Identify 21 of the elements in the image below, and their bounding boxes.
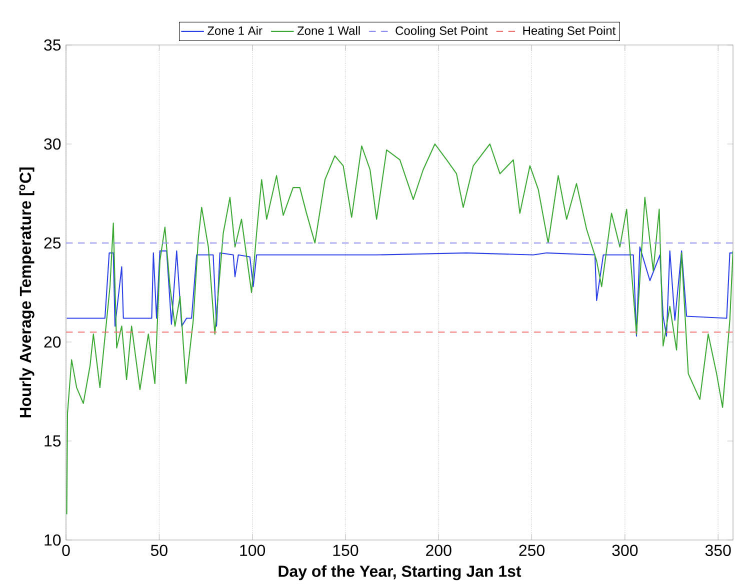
legend-label: Cooling Set Point [396, 26, 488, 38]
y-tick-label: 30 [44, 138, 61, 150]
x-tick-label: 250 [519, 544, 545, 556]
x-tick-label: 100 [240, 544, 266, 556]
y-tick-label: 35 [44, 39, 61, 51]
y-tick-label: 20 [44, 336, 61, 348]
legend-label: Zone 1 Wall [297, 26, 360, 35]
x-tick-label: 150 [333, 544, 358, 556]
y-tick-label: 10 [44, 534, 61, 546]
y-tick-label: 25 [44, 237, 61, 249]
y-tick-label: 15 [44, 435, 61, 447]
x-tick-label: 200 [426, 544, 452, 556]
x-tick-label: 50 [150, 544, 168, 556]
line-series [66, 143, 733, 515]
x-tick-label: 0 [62, 544, 70, 556]
legend-label: Zone 1 Air [208, 26, 262, 35]
y-axis-title: Hourly Average Temperature [$^{o}$C] [19, 168, 34, 418]
x-tick-label: 350 [705, 544, 731, 556]
legend-label: Heating Set Point [523, 26, 616, 38]
x-tick-label: 300 [612, 544, 638, 556]
x-axis-title: Day of the Year, Starting Jan 1st [278, 565, 522, 580]
